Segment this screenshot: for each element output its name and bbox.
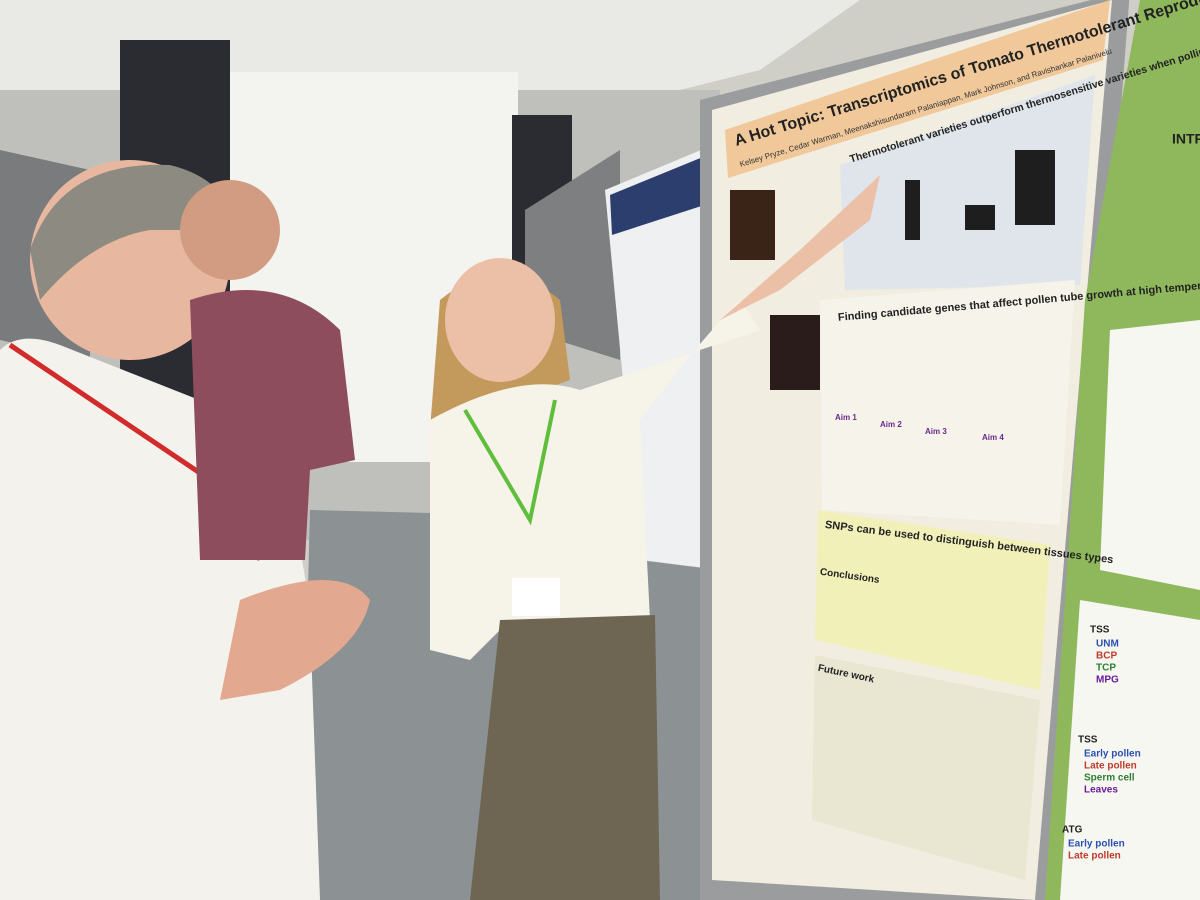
shirt [190,290,355,560]
legend-label: TSS [1090,625,1110,636]
head [180,180,280,280]
legend-item: Leaves [1084,785,1118,796]
hair [30,164,235,300]
legend-item: Early pollen [1084,749,1141,760]
aim: Aim 2 [880,420,902,429]
aim: Aim 1 [835,413,857,422]
poster-panel [812,655,1040,880]
legend-item: Late pollen [1084,761,1137,772]
poster-panel [840,75,1095,290]
badge [512,578,560,616]
legend-item: UNM [1096,639,1119,650]
legend-item: Early pollen [1068,839,1125,850]
side-panel [1100,320,1200,590]
poster-figure [1015,150,1055,225]
trousers [470,615,660,900]
head [445,258,555,382]
poster-figure [905,180,920,240]
poster-image [770,315,820,390]
legend-label: ATG [1062,825,1083,836]
side-panel [1060,600,1200,900]
aim: Aim 4 [982,433,1004,442]
blouse [430,300,760,660]
poster-panel [815,510,1050,690]
side-heading: INTR [1172,131,1200,147]
legend-item: TCP [1096,663,1116,674]
poster-header [725,0,1110,178]
hand [220,580,370,700]
legend-item: Sperm cell [1084,773,1135,784]
legend-item: BCP [1096,651,1117,662]
lanyard [463,399,557,526]
poster-image [730,190,775,260]
poster-panel [820,280,1075,525]
poster-header [610,150,720,235]
poster-figure [965,205,995,230]
legend-item: MPG [1096,675,1119,686]
aim: Aim 3 [925,427,947,436]
legend-item: Late pollen [1068,851,1121,862]
legend-label: TSS [1078,735,1098,746]
